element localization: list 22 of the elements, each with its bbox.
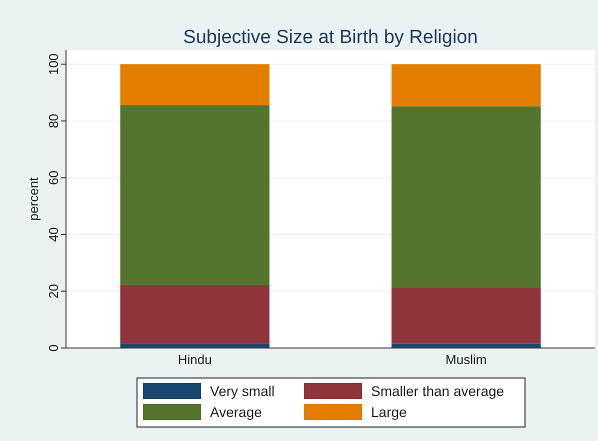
bar [120,343,270,348]
bar [392,106,541,288]
bar [392,64,541,106]
y-tick-label: 20 [46,284,61,298]
legend-label: Smaller than average [371,383,504,399]
y-axis-title: percent [26,176,41,221]
y-tick-label: 40 [46,227,61,242]
bar [392,288,541,344]
y-tick-label: 80 [46,114,61,128]
y-tick-label: 60 [46,170,61,185]
legend-label: Large [371,404,408,420]
bar [120,64,270,106]
x-tick-label: Muslim [446,352,487,367]
bar [120,284,270,344]
y-tick-label: 0 [46,344,61,352]
legend-label: Very small [210,383,275,399]
y-tick-label: 100 [46,53,61,76]
x-tick-label: Hindu [178,352,212,367]
chart-title: Subjective Size at Birth by Religion [183,27,478,48]
legend-label: Average [210,404,262,420]
bar [120,105,270,285]
bar [392,344,541,348]
